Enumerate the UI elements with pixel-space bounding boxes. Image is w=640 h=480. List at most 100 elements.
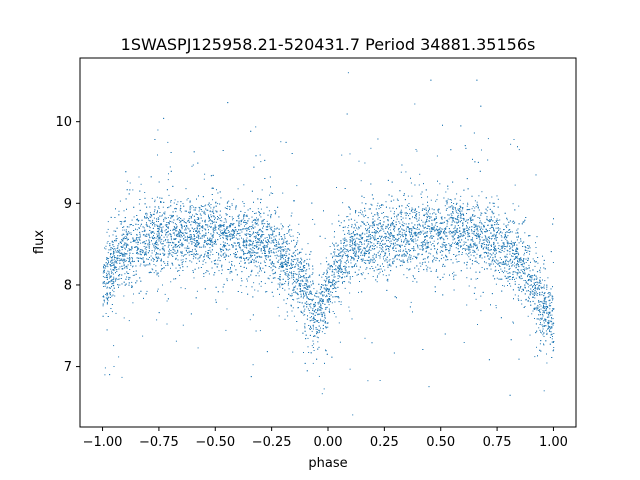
scatter-point [398,254,400,256]
scatter-point [546,311,548,313]
scatter-point [194,222,196,223]
scatter-point [548,304,550,306]
scatter-point [106,274,108,276]
scatter-point [167,234,169,236]
scatter-point [376,241,378,243]
scatter-point [287,257,289,259]
scatter-point [278,238,280,240]
scatter-point [239,232,241,234]
scatter-point [252,226,253,228]
scatter-point [189,210,191,212]
scatter-point [276,245,278,247]
scatter-point [327,326,329,328]
scatter-point [536,346,537,348]
scatter-point [108,235,110,237]
scatter-point [115,251,117,253]
scatter-point [241,250,243,252]
scatter-point [433,258,435,260]
scatter-point [335,281,337,283]
scatter-point [543,267,545,269]
scatter-point [387,223,389,225]
scatter-point [148,240,150,242]
scatter-point [543,286,545,288]
scatter-point [398,206,400,208]
scatter-point [174,208,176,210]
scatter-point [226,280,228,282]
scatter-point [447,238,449,240]
scatter-point [181,228,183,230]
scatter-point [200,214,202,216]
scatter-point [304,290,306,292]
scatter-point [158,233,160,235]
scatter-point [480,243,482,245]
scatter-point [246,241,248,243]
scatter-point [368,252,370,253]
scatter-point [354,229,356,231]
scatter-point [144,192,146,193]
scatter-point [364,162,366,164]
scatter-point [418,217,420,219]
scatter-point [222,253,224,255]
scatter-point [344,253,346,255]
scatter-point [364,337,366,339]
scatter-point [292,264,294,265]
scatter-point [479,256,481,258]
scatter-point [265,256,267,258]
scatter-point [374,234,376,236]
scatter-point [541,287,543,289]
scatter-point [240,257,242,259]
scatter-point [248,245,250,247]
scatter-point [184,288,186,290]
scatter-point [225,238,227,240]
scatter-point [354,219,356,221]
scatter-point [432,213,433,215]
scatter-point [103,295,104,297]
scatter-point [180,211,182,213]
scatter-point [517,298,519,300]
scatter-point [313,350,315,351]
scatter-point [126,245,127,247]
scatter-point [196,233,198,234]
scatter-point [249,236,251,238]
scatter-point [263,260,265,262]
scatter-point [472,206,474,208]
scatter-point [384,252,386,254]
scatter-point [257,241,259,243]
scatter-point [190,207,192,209]
scatter-point [231,203,233,205]
scatter-point [387,264,389,266]
scatter-point [325,307,327,308]
scatter-point [400,239,402,241]
scatter-point [293,279,294,281]
scatter-point [366,236,368,238]
scatter-point [128,276,130,278]
scatter-point [392,247,394,249]
scatter-point [293,315,295,317]
scatter-point [351,245,353,247]
scatter-point [332,292,333,293]
scatter-point [239,243,241,245]
scatter-point [115,269,117,271]
scatter-point [269,251,270,253]
scatter-point [495,237,497,239]
scatter-point [199,207,201,209]
scatter-point [104,282,106,284]
scatter-point [455,247,457,249]
scatter-point [381,226,383,228]
scatter-point [465,253,467,255]
scatter-point [538,309,539,311]
scatter-point [155,254,156,256]
scatter-point [231,216,233,218]
scatter-point [208,243,210,244]
scatter-point [456,254,458,256]
scatter-point [539,271,541,273]
scatter-point [167,179,169,181]
scatter-point [345,271,347,273]
scatter-point [160,264,162,266]
scatter-point [199,208,201,210]
scatter-point [148,219,150,221]
scatter-point [492,263,494,265]
scatter-point [415,235,417,237]
scatter-point [200,205,202,207]
scatter-point [453,228,455,230]
